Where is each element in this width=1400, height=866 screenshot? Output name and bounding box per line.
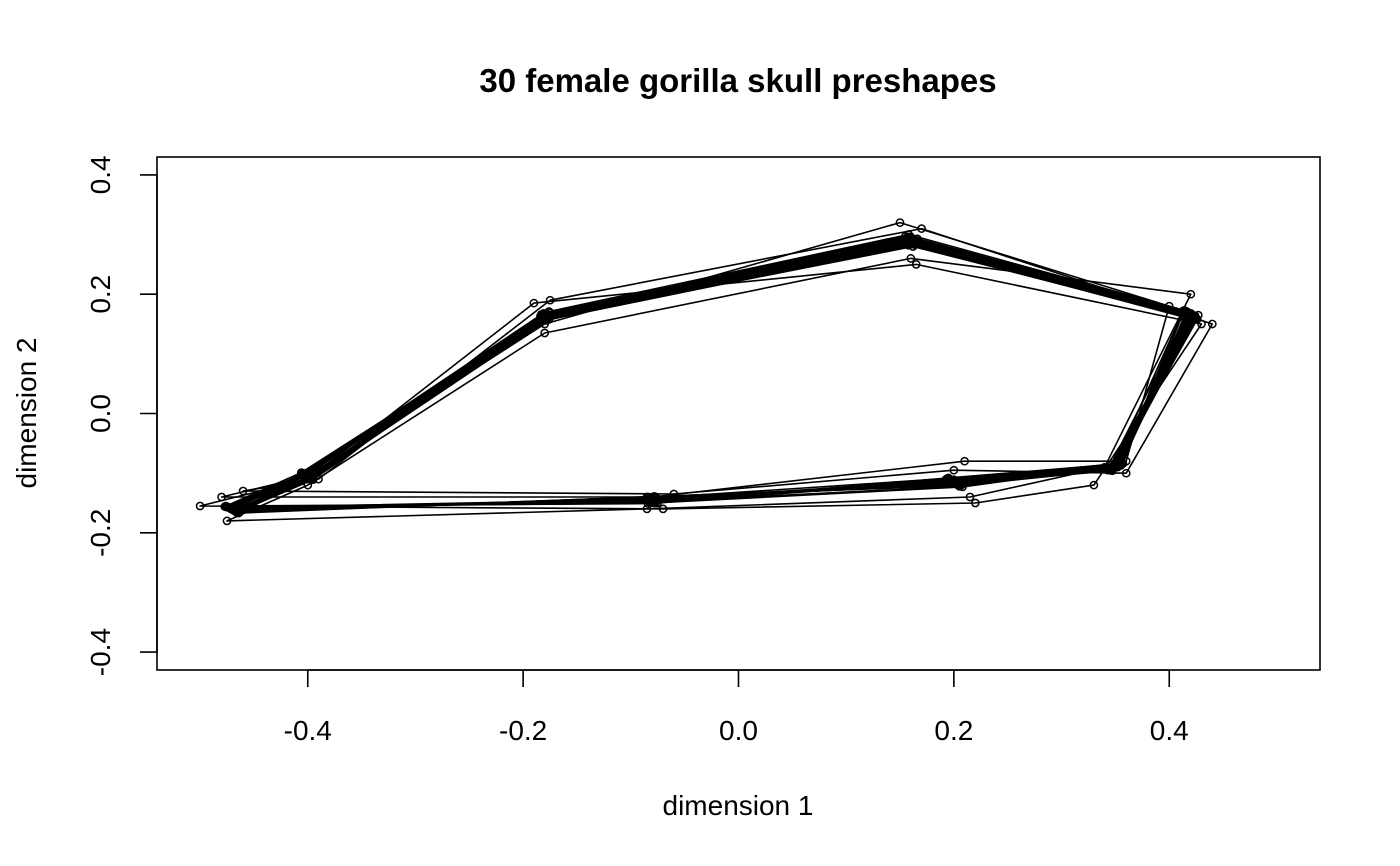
- x-tick-label: 0.0: [719, 715, 758, 746]
- landmark-point: [1184, 310, 1193, 320]
- landmark-point: [971, 498, 980, 508]
- y-tick-label: -0.2: [85, 509, 116, 557]
- x-tick-label: -0.2: [499, 715, 547, 746]
- plot-frame: [156, 156, 1321, 671]
- y-tick-label: 0.0: [85, 394, 116, 433]
- chart-title: 30 female gorilla skull preshapes: [479, 62, 996, 99]
- landmark-point: [1107, 464, 1117, 474]
- landmark-point: [195, 501, 205, 511]
- preshape-outline: [237, 243, 1196, 514]
- preshape-outline: [242, 227, 1214, 495]
- landmark-point: [906, 254, 916, 263]
- landmark-point: [1121, 468, 1131, 478]
- landmark-point: [1207, 319, 1217, 329]
- preshape-30: [224, 237, 1193, 513]
- preshape-20: [222, 254, 1196, 526]
- landmark-point: [540, 328, 550, 338]
- landmark-point: [545, 295, 555, 305]
- landmark-point: [944, 474, 953, 484]
- landmark-point: [911, 260, 921, 269]
- preshape-outlines: [195, 218, 1217, 526]
- preshape-outline: [228, 241, 1190, 509]
- y-tick-label: 0.4: [85, 155, 116, 194]
- y-tick-label: 0.2: [85, 275, 116, 314]
- x-tick-label: 0.2: [934, 715, 973, 746]
- landmark-point: [1186, 289, 1196, 299]
- x-tick-label: 0.4: [1150, 715, 1189, 746]
- landmark-point: [895, 218, 905, 227]
- landmark-point: [222, 516, 232, 526]
- landmark-point: [544, 314, 554, 324]
- landmark-point: [917, 224, 926, 233]
- x-axis: -0.4 -0.2 0.0 0.2 0.4: [284, 669, 1189, 746]
- landmark-point: [538, 311, 547, 321]
- landmark-point: [645, 495, 655, 504]
- y-axis-label: dimension 2: [11, 338, 42, 489]
- x-tick-label: -0.4: [284, 715, 332, 746]
- y-tick-label: -0.4: [85, 628, 116, 676]
- landmark-point: [224, 503, 234, 513]
- landmark-point: [949, 465, 959, 475]
- landmark-point: [529, 298, 539, 308]
- landmark-point: [238, 486, 248, 496]
- landmark-point: [960, 456, 969, 466]
- landmark-point: [965, 492, 975, 502]
- preshape-17: [217, 218, 1174, 502]
- preshape-outline: [226, 257, 1192, 522]
- preshape-outline: [231, 239, 1192, 511]
- landmark-point: [903, 237, 912, 247]
- preshape-19: [238, 224, 1217, 499]
- landmark-point: [1089, 480, 1099, 490]
- landmark-point: [952, 479, 962, 489]
- x-axis-label: dimension 1: [663, 790, 814, 821]
- landmark-point: [305, 472, 315, 482]
- y-axis: -0.4 -0.2 0.0 0.2 0.4: [85, 155, 158, 676]
